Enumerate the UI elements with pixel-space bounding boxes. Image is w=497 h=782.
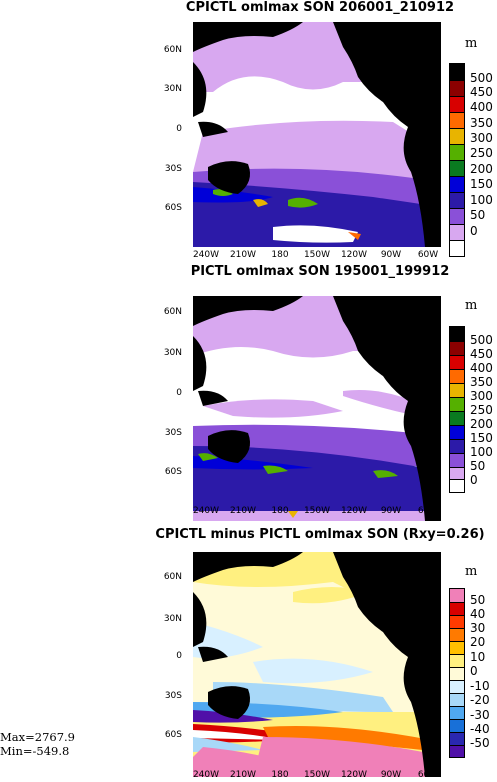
colorbar-label: 200	[470, 162, 493, 176]
colorbar-label: 200	[470, 417, 493, 431]
lon-label: 210W	[229, 250, 257, 260]
lon-label: 150W	[303, 506, 331, 516]
lat-label: 60S	[164, 467, 182, 477]
panel-title: PICTL omlmax SON 195001_199912	[190, 264, 450, 279]
colorbar	[449, 63, 465, 257]
colorbar	[449, 588, 465, 758]
lat-label: 60S	[164, 730, 182, 740]
lat-label: 0	[176, 651, 182, 661]
colorbar-label: 30	[470, 621, 486, 635]
panel-title: CPICTL omlmax SON 206001_210912	[185, 0, 455, 15]
lon-label: 60W	[417, 506, 439, 516]
lat-label: 30S	[164, 691, 182, 701]
lon-label: 240W	[192, 770, 220, 780]
lat-label: 0	[176, 388, 182, 398]
lon-label: 150W	[303, 250, 331, 260]
colorbar-label: -40	[470, 722, 490, 736]
unit-label: m	[465, 564, 478, 579]
colorbar-label: 450	[470, 347, 493, 361]
colorbar-label: -20	[470, 693, 490, 707]
panel-pictl: PICTL omlmax SON 195001_199912 60N 30N 0…	[0, 262, 497, 524]
colorbar-label: 300	[470, 389, 493, 403]
lat-label: 60N	[163, 307, 182, 317]
colorbar-label: 350	[470, 375, 493, 389]
lat-label: 60S	[164, 203, 182, 213]
lat-label: 30N	[163, 84, 182, 94]
lon-label: 180	[271, 770, 289, 780]
colorbar-label: 10	[470, 650, 486, 664]
colorbar-label: 400	[470, 100, 493, 114]
colorbar-label: 20	[470, 635, 486, 649]
lon-label: 90W	[380, 770, 402, 780]
colorbar-label: 0	[470, 473, 478, 487]
unit-label: m	[465, 298, 478, 313]
lat-label: 30N	[163, 348, 182, 358]
colorbar-label: 500	[470, 71, 493, 85]
min-stat: Min=-549.8	[0, 744, 70, 758]
colorbar-label: -30	[470, 708, 490, 722]
colorbar-label: 250	[470, 403, 493, 417]
lon-label: 90W	[380, 250, 402, 260]
lon-label: 60W	[417, 770, 439, 780]
panel-title: CPICTL minus PICTL omlmax SON (Rxy=0.26)	[155, 527, 485, 542]
lat-label: 0	[176, 124, 182, 134]
colorbar-label: -50	[470, 736, 490, 750]
colorbar-label: 100	[470, 193, 493, 207]
max-stat: Max=2767.9	[0, 730, 75, 744]
colorbar-label: 400	[470, 361, 493, 375]
colorbar-label: 100	[470, 445, 493, 459]
lon-label: 240W	[192, 506, 220, 516]
colorbar-label: 0	[470, 224, 478, 238]
lat-label: 60N	[163, 572, 182, 582]
colorbar-label: 40	[470, 607, 486, 621]
colorbar-label: 500	[470, 333, 493, 347]
lon-label: 210W	[229, 506, 257, 516]
colorbar-label: 50	[470, 459, 486, 473]
lon-label: 120W	[340, 250, 368, 260]
lon-label: 180	[271, 506, 289, 516]
colorbar-label: 50	[470, 208, 486, 222]
colorbar	[449, 326, 465, 493]
colorbar-label: 350	[470, 116, 493, 130]
lon-label: 60W	[417, 250, 439, 260]
colorbar-label: 50	[470, 593, 486, 607]
colorbar-label: 150	[470, 431, 493, 445]
colorbar-label: 300	[470, 131, 493, 145]
lat-label: 60N	[163, 45, 182, 55]
panel-difference: CPICTL minus PICTL omlmax SON (Rxy=0.26)	[0, 524, 497, 782]
lon-label: 120W	[340, 506, 368, 516]
lon-label: 180	[271, 250, 289, 260]
colorbar-label: 250	[470, 146, 493, 160]
lon-label: 150W	[303, 770, 331, 780]
map-difference	[193, 552, 441, 777]
panel-cpictl: CPICTL omlmax SON 206001_210912 60N 30N …	[0, 0, 497, 262]
map-cpictl	[193, 22, 441, 247]
lat-label: 30S	[164, 428, 182, 438]
unit-label: m	[465, 36, 478, 51]
lon-label: 210W	[229, 770, 257, 780]
lat-label: 30S	[164, 164, 182, 174]
colorbar-label: 150	[470, 177, 493, 191]
colorbar-label: 450	[470, 85, 493, 99]
lon-label: 120W	[340, 770, 368, 780]
colorbar-label: -10	[470, 679, 490, 693]
lon-label: 90W	[380, 506, 402, 516]
colorbar-label: 0	[470, 664, 478, 678]
lat-label: 30N	[163, 614, 182, 624]
map-pictl	[193, 296, 441, 521]
lon-label: 240W	[192, 250, 220, 260]
